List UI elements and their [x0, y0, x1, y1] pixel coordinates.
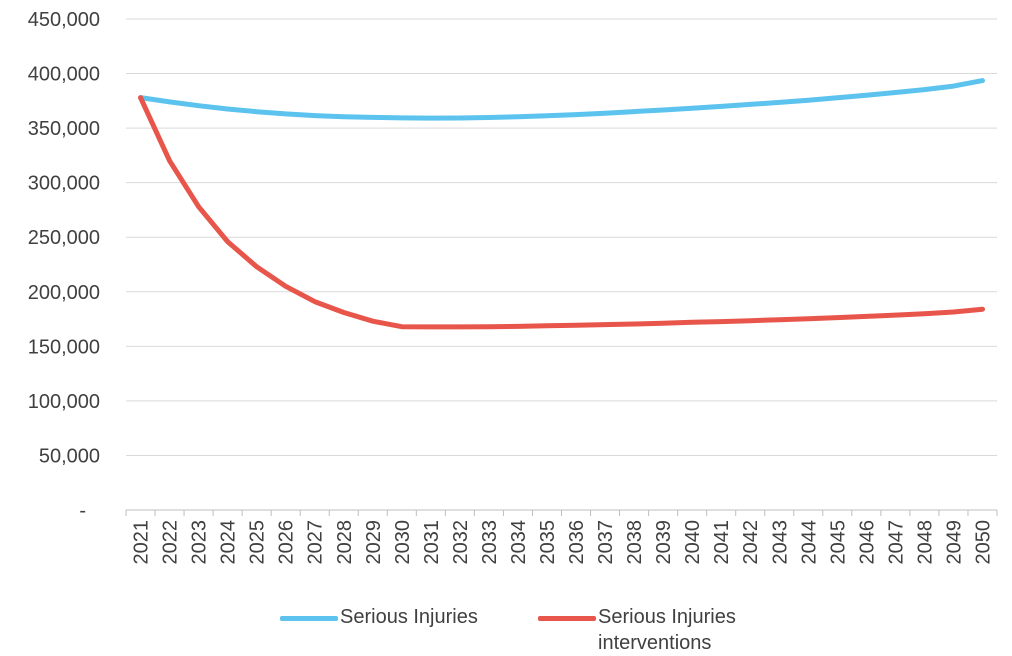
series-line-serious-injuries-interventions [138, 95, 985, 330]
x-tick-label: 2050 [972, 520, 994, 565]
legend-item-serious-injuries: Serious Injuries [280, 604, 478, 630]
y-tick-label: 350,000 [28, 118, 100, 140]
series-lines [138, 78, 985, 330]
x-tick-label: 2022 [160, 520, 182, 565]
x-tick-label: 2023 [189, 520, 211, 565]
legend-swatch-blue [280, 616, 338, 621]
x-tick-label: 2038 [624, 520, 646, 565]
x-tick-label: 2037 [595, 520, 617, 565]
x-tick-label: 2029 [363, 520, 385, 565]
x-tick-label: 2034 [508, 520, 530, 565]
legend-swatch-red [538, 616, 596, 621]
y-tick-label: 250,000 [28, 227, 100, 249]
x-tick-label: 2049 [943, 520, 965, 565]
legend-item-serious-injuries-interventions: Serious Injuries interventions [538, 604, 736, 656]
x-tick-label: 2047 [885, 520, 907, 565]
y-axis: - 50,000 100,000 150,000 200,000 250,000 300,0… [28, 9, 100, 522]
x-tick-label: 2026 [276, 520, 298, 565]
y-tick-label: - [79, 500, 86, 522]
y-tick-label: 400,000 [28, 64, 100, 86]
legend-label-line2: interventions [598, 632, 712, 654]
y-tick-label: 200,000 [28, 282, 100, 304]
x-tick-label: 2048 [914, 520, 936, 565]
y-tick-label: 150,000 [28, 336, 100, 358]
x-tick-label: 2039 [653, 520, 675, 565]
x-tick-label: 2041 [711, 520, 733, 565]
x-tick-label: 2024 [218, 520, 240, 565]
legend-label-serious-injuries: Serious Injuries [340, 606, 478, 628]
series-line-serious-injuries [138, 78, 985, 121]
x-tick-label: 2040 [682, 520, 704, 565]
x-tick-label: 2035 [537, 520, 559, 565]
x-axis: 2021 2022 2023 2024 2025 2026 2027 2028 2029 2030… [125, 510, 998, 565]
x-tick-label: 2046 [856, 520, 878, 565]
y-tick-label: 100,000 [28, 391, 100, 413]
x-tick-label: 2028 [334, 520, 356, 565]
x-tick-label: 2045 [827, 520, 849, 565]
x-tick-label: 2033 [479, 520, 501, 565]
legend-label-line1: Serious Injuries [598, 606, 736, 628]
x-tick-label: 2032 [450, 520, 472, 565]
gridlines [126, 18, 997, 511]
y-tick-label: 450,000 [28, 9, 100, 31]
x-tick-label: 2021 [131, 520, 153, 565]
x-tick-label: 2031 [421, 520, 443, 565]
x-tick-label: 2027 [305, 520, 327, 565]
x-tick-label: 2044 [798, 520, 820, 565]
x-tick-label: 2030 [392, 520, 414, 565]
x-tick-label: 2025 [247, 520, 269, 565]
x-tick-label: 2036 [566, 520, 588, 565]
y-tick-label: 300,000 [28, 173, 100, 195]
line-chart: - 50,000 100,000 150,000 200,000 250,000 300,0… [28, 9, 998, 565]
y-tick-label: 50,000 [39, 445, 100, 467]
x-tick-label: 2043 [769, 520, 791, 565]
legend: Serious Injuries Serious Injuries interv… [0, 600, 1012, 655]
x-tick-label: 2042 [740, 520, 762, 565]
